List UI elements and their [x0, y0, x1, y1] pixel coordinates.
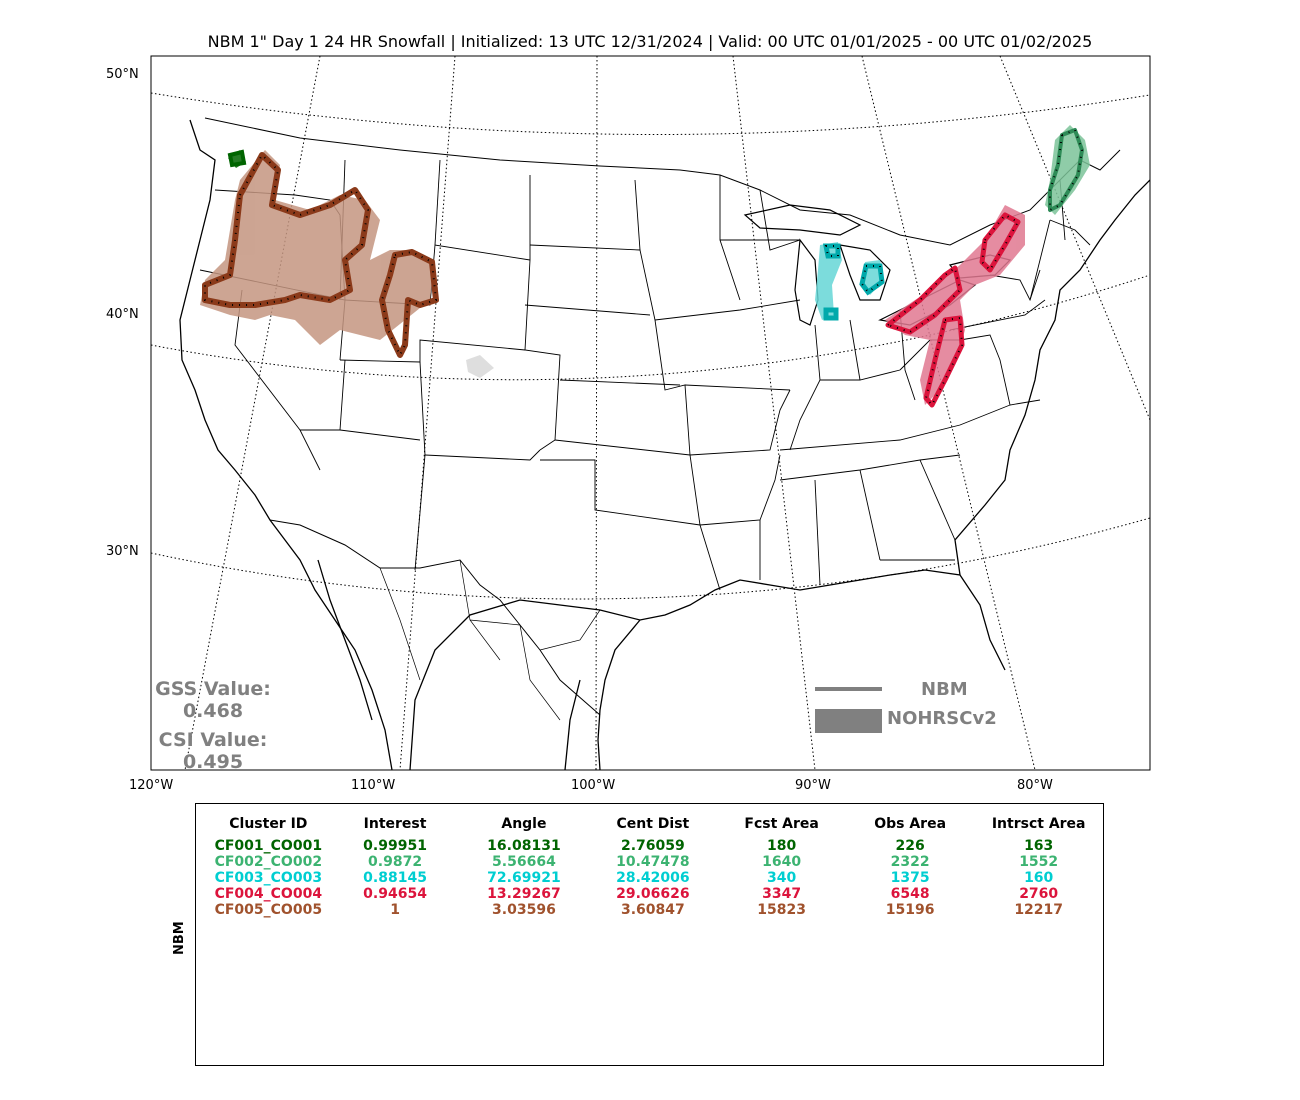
cell-fcst-area: 1640: [762, 854, 802, 870]
cluster-4-forecast-contour: [885, 212, 1021, 408]
cell-angle: 16.08131: [487, 838, 561, 854]
coastlines: [179, 119, 1150, 770]
header-fcst-area: Fcst Area: [744, 816, 819, 832]
cell-angle: 5.56664: [492, 854, 556, 870]
cell-intrsct-area: 160: [1024, 870, 1054, 886]
cluster-stats-panel: Cluster ID Interest Angle Cent Dist Fcst…: [195, 803, 1104, 1066]
csi-value: 0.495: [182, 751, 244, 773]
table-row: CF002_CO002 0.9872 5.56664 10.47478 1640 2322…: [206, 854, 1103, 870]
cluster-3-observed-area: [815, 242, 842, 320]
header-intrsct-area: Intrsct Area: [991, 816, 1086, 832]
cell-angle: 13.29267: [487, 886, 561, 902]
lon-label-110: 110°W: [351, 778, 396, 793]
cell-cluster-id: CF004_CO004: [214, 886, 323, 902]
cell-fcst-area: 15823: [757, 902, 806, 918]
cell-cent-dist: 29.06626: [616, 886, 690, 902]
cell-fcst-area: 340: [766, 870, 797, 886]
cell-intrsct-area: 12217: [1014, 902, 1064, 918]
lat-label-40: 40°N: [106, 307, 139, 322]
cell-obs-area: 226: [895, 838, 925, 854]
cluster-2-forecast-contour: [1048, 128, 1084, 212]
cluster-5-forecast-contour: [202, 152, 371, 308]
cell-intrsct-area: 163: [1024, 838, 1054, 854]
cell-interest: 0.9872: [368, 854, 423, 870]
header-obs-area: Obs Area: [874, 816, 947, 832]
lon-label-90: 90°W: [795, 778, 831, 793]
lon-label-100: 100°W: [571, 778, 616, 793]
gss-value: 0.468: [182, 700, 244, 722]
observed-snow-areas: [200, 125, 1090, 405]
legend-nohrsc-label: NOHRSCv2: [887, 708, 997, 729]
cell-cluster-id: CF002_CO002: [214, 854, 323, 870]
table-row: CF005_CO005 1 3.03596 3.60847 15823 15196 1221…: [206, 902, 1103, 918]
cell-intrsct-area: 1552: [1019, 854, 1059, 870]
cell-cluster-id: CF005_CO005: [214, 902, 323, 918]
cell-obs-area: 2322: [890, 854, 930, 870]
cell-interest: 1: [390, 902, 400, 918]
table-row: CF004_CO004 0.94654 13.29267 29.06626 3347 65…: [206, 886, 1103, 902]
gss-stat: GSS Value: 0.468: [148, 678, 278, 722]
legend-nbm-label: NBM: [921, 679, 968, 700]
cell-fcst-area: 180: [766, 838, 797, 854]
cell-cent-dist: 10.47478: [616, 854, 690, 870]
header-interest: Interest: [363, 816, 427, 832]
cell-cluster-id: CF003_CO003: [214, 870, 323, 886]
csi-stat: CSI Value: 0.495: [148, 729, 278, 773]
cluster-1-forecast-contour: [227, 149, 247, 168]
cell-cent-dist: 3.60847: [621, 902, 685, 918]
header-cluster-id: Cluster ID: [229, 816, 308, 832]
table-header-row: Cluster ID Interest Angle Cent Dist Fcst…: [206, 814, 1103, 838]
graticule: [151, 56, 1150, 770]
intersect-dots: [204, 128, 1084, 407]
table-row: CF003_CO003 0.88145 72.69921 28.42006 340 137…: [206, 870, 1103, 886]
cluster-2-observed-area: [1045, 125, 1090, 215]
table-side-label: NBM: [172, 921, 187, 955]
faint-observed-area: [466, 355, 494, 378]
cell-obs-area: 1375: [890, 870, 930, 886]
cell-interest: 0.94654: [363, 886, 427, 902]
legend-nohrsc-swatch: [815, 709, 882, 733]
cell-interest: 0.99951: [363, 838, 427, 854]
cluster-stats-table: Cluster ID Interest Angle Cent Dist Fcst…: [206, 814, 1103, 918]
lon-label-120: 120°W: [129, 778, 174, 793]
mexico-border: [269, 519, 601, 716]
lon-label-80: 80°W: [1017, 778, 1053, 793]
lat-label-50: 50°N: [106, 67, 139, 82]
cell-angle: 3.03596: [492, 902, 556, 918]
snowfall-map: [150, 55, 1151, 771]
gss-label: GSS Value:: [155, 678, 271, 700]
csi-label: CSI Value:: [158, 729, 268, 751]
cell-fcst-area: 3347: [762, 886, 802, 902]
lat-label-30: 30°N: [106, 544, 139, 559]
cell-angle: 72.69921: [487, 870, 561, 886]
cell-obs-area: 15196: [885, 902, 935, 918]
mexico-states: [379, 559, 601, 721]
header-angle: Angle: [501, 816, 547, 832]
cell-obs-area: 6548: [890, 886, 930, 902]
cluster-5-observed-area: [200, 150, 435, 345]
cluster-4-observed-area: [885, 205, 1025, 405]
cell-cent-dist: 2.76059: [621, 838, 685, 854]
table-row: CF001_CO001 0.99951 16.08131 2.76059 180 226 1…: [206, 838, 1103, 854]
header-cent-dist: Cent Dist: [616, 816, 690, 832]
cell-intrsct-area: 2760: [1019, 886, 1059, 902]
cell-cluster-id: CF001_CO001: [214, 838, 323, 854]
cell-interest: 0.88145: [363, 870, 427, 886]
figure-title: NBM 1" Day 1 24 HR Snowfall | Initialize…: [207, 32, 1093, 51]
cell-cent-dist: 28.42006: [616, 870, 690, 886]
